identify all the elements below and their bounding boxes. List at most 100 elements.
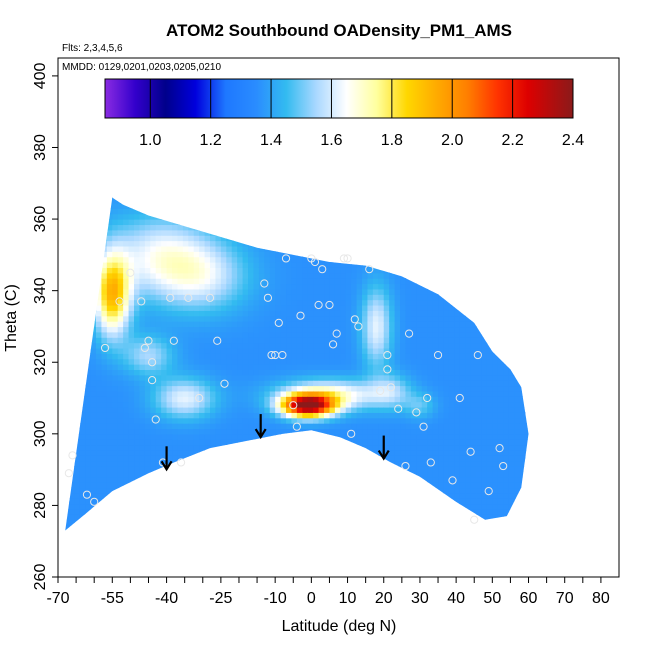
heatmap-cell [340, 423, 347, 430]
heatmap-cell [340, 449, 347, 456]
heatmap-cell [128, 433, 135, 440]
heatmap-cell [307, 406, 314, 413]
heatmap-cell [367, 536, 373, 542]
heatmap-cell [123, 342, 130, 349]
heatmap-cell [101, 401, 108, 408]
heatmap-cell [65, 337, 70, 344]
heatmap-cell [367, 353, 374, 360]
heatmap-cell [68, 487, 75, 494]
heatmap-cell [210, 439, 217, 446]
heatmap-cell [400, 262, 407, 268]
heatmap-cell [123, 380, 130, 387]
heatmap-cell [134, 197, 141, 199]
heatmap-cell [177, 181, 183, 187]
heatmap-cell [58, 504, 64, 510]
heatmap-cell [416, 449, 423, 456]
heatmap-cell [242, 498, 249, 505]
heatmap-cell [112, 331, 119, 338]
heatmap-cell [226, 374, 233, 381]
heatmap-cell [275, 256, 282, 263]
heatmap-cell [367, 304, 374, 311]
heatmap-cell [383, 337, 390, 344]
heatmap-cell [128, 294, 135, 301]
heatmap-cell [161, 498, 168, 505]
heatmap-cell [410, 245, 417, 252]
heatmap-cell [65, 235, 70, 242]
heatmap-cell [313, 482, 320, 489]
heatmap-cell [117, 197, 124, 199]
heatmap-cell [448, 439, 455, 446]
heatmap-cell [286, 439, 293, 446]
heatmap-cell [378, 299, 385, 306]
heatmap-cell [123, 385, 130, 392]
heatmap-cell [155, 304, 162, 311]
heatmap-cell [334, 315, 341, 322]
heatmap-cell [117, 256, 124, 263]
heatmap-cell [161, 294, 168, 301]
heatmap-cell [172, 503, 179, 510]
heatmap-cell [438, 487, 445, 494]
heatmap-cell [155, 401, 162, 408]
heatmap-cell [318, 444, 325, 451]
heatmap-cell [302, 272, 309, 279]
heatmap-cell [106, 310, 113, 317]
heatmap-cell [231, 256, 238, 263]
heatmap-cell [144, 337, 151, 344]
heatmap-cell [101, 396, 108, 403]
heatmap-cell [443, 536, 449, 542]
heatmap-cell [161, 439, 168, 446]
heatmap-cell [394, 482, 401, 489]
heatmap-cell [215, 364, 222, 370]
heatmap-cell [373, 536, 379, 542]
heatmap-cell [372, 245, 379, 252]
heatmap-cell [367, 283, 374, 290]
heatmap-cell [296, 288, 303, 295]
heatmap-cell [90, 326, 97, 333]
heatmap-cell [280, 202, 287, 209]
heatmap-cell [161, 503, 168, 510]
heatmap-cell [264, 326, 271, 333]
heatmap-cell [421, 288, 428, 295]
heatmap-cell [68, 197, 75, 204]
heatmap-cell [400, 342, 407, 349]
heatmap-cell [400, 503, 407, 510]
heatmap-cell [427, 353, 434, 360]
heatmap-cell [204, 519, 211, 526]
heatmap-cell [302, 331, 309, 338]
heatmap-cell [166, 240, 173, 247]
heatmap-cell [232, 536, 238, 542]
heatmap-cell [210, 294, 217, 301]
heatmap-cell [324, 433, 331, 440]
heatmap-cell [405, 385, 412, 392]
heatmap-cell [134, 245, 141, 252]
heatmap-cell [139, 229, 146, 236]
heatmap-cell [128, 492, 135, 499]
heatmap-cell [307, 498, 314, 505]
heatmap-cell [367, 197, 374, 204]
heatmap-cell [134, 288, 141, 295]
heatmap-cell [443, 310, 450, 317]
heatmap-cell [421, 439, 428, 446]
heatmap-cell [389, 406, 396, 413]
heatmap-cell [367, 449, 374, 456]
heatmap-cell [106, 390, 113, 397]
heatmap-cell [204, 337, 211, 344]
heatmap-cell [248, 288, 255, 295]
heatmap-cell [405, 224, 412, 231]
heatmap-cell [226, 455, 233, 462]
heatmap-cell [139, 390, 146, 397]
heatmap-cell [215, 224, 222, 231]
heatmap-cell [280, 235, 287, 242]
heatmap-cell [182, 337, 189, 344]
heatmap-cell [166, 288, 173, 295]
heatmap-cell [307, 358, 314, 365]
heatmap-cell [264, 321, 271, 328]
heatmap-cell [199, 519, 206, 526]
heatmap-cell [79, 213, 86, 220]
heatmap-cell [438, 315, 445, 322]
heatmap-cell [139, 358, 146, 365]
heatmap-cell [123, 331, 130, 338]
heatmap-cell [139, 283, 146, 290]
heatmap-cell [400, 412, 407, 419]
heatmap-cell [405, 288, 412, 295]
